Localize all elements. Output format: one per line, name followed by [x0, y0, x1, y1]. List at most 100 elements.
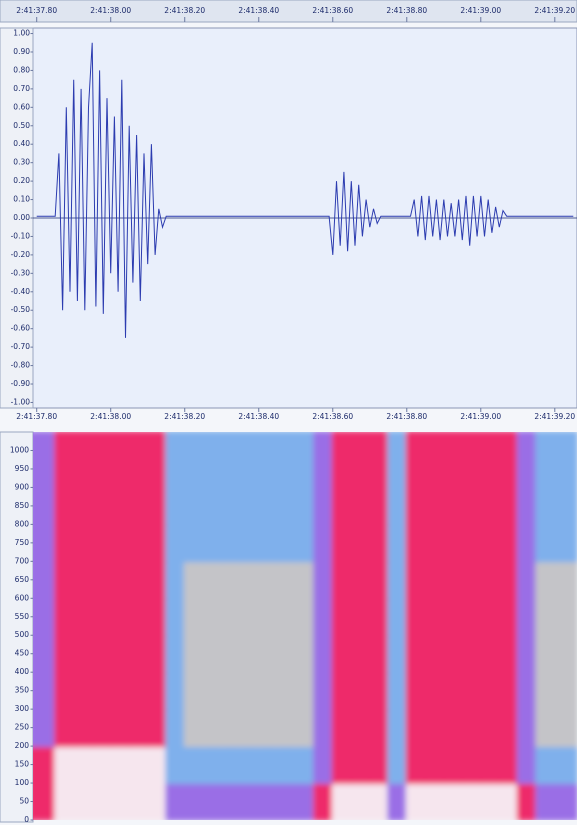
spectrogram-cell	[202, 745, 223, 785]
spectrogram-cell	[91, 486, 112, 526]
spectrogram-cell	[553, 708, 577, 748]
spectrogram-cell	[553, 449, 577, 489]
spectrogram-cell	[387, 745, 408, 785]
spectrogram-cell	[239, 745, 260, 785]
spectrogram-cell	[461, 671, 482, 711]
x-tick-label: 2:41:39.00	[460, 412, 501, 421]
spectrogram-cell	[498, 708, 519, 748]
x-tick-label: 2:41:38.60	[312, 412, 353, 421]
spectrogram-cell	[276, 745, 297, 785]
spectrogram-cell	[54, 634, 75, 674]
spectrogram-cell	[202, 597, 223, 637]
y-tick-label: -0.60	[11, 324, 31, 333]
spectrogram-cell	[350, 486, 371, 526]
y-tick-label: 1000	[10, 445, 29, 454]
spectrogram-cell	[387, 560, 408, 600]
spectrogram-cell	[72, 449, 94, 489]
y-tick-label: 950	[15, 464, 30, 473]
spectrogram-cell	[257, 486, 279, 526]
spectrogram-cell	[33, 523, 57, 563]
spectrogram-cell	[424, 782, 445, 820]
spectrogram-cell	[553, 432, 577, 452]
spectrogram-cell	[442, 432, 464, 452]
spectrogram-cell	[387, 782, 408, 820]
spectrogram-cell	[183, 486, 205, 526]
spectrogram-cell	[54, 523, 75, 563]
spectrogram-cell	[387, 634, 408, 674]
spectrogram-cell	[405, 745, 427, 785]
spectrogram-cell	[33, 449, 57, 489]
spectrogram-cell	[294, 432, 316, 452]
spectrogram-cell	[368, 671, 390, 711]
spectrogram-cell	[128, 745, 149, 785]
spectrogram-cell	[128, 597, 149, 637]
y-tick-label: 700	[15, 556, 30, 565]
spectrogram-cell	[313, 449, 334, 489]
spectrogram-cell	[387, 432, 408, 452]
spectrogram-cell	[202, 523, 223, 563]
y-tick-label: 250	[15, 723, 30, 732]
spectrogram-cell	[220, 671, 242, 711]
y-tick-label: 300	[15, 704, 30, 713]
spectrogram-cell	[239, 486, 260, 526]
y-tick-label: 0.30	[13, 158, 30, 167]
spectrogram-cell	[535, 523, 556, 563]
spectrogram-cell	[276, 782, 297, 820]
spectrogram-cell	[294, 486, 316, 526]
spectrogram-cell	[331, 449, 353, 489]
spectrogram-cell	[91, 449, 112, 489]
spectrogram-cells	[33, 432, 577, 820]
spectrogram-cell	[33, 597, 57, 637]
y-tick-label: 0.00	[13, 213, 30, 222]
spectrogram-cell	[183, 745, 205, 785]
y-tick-label: 850	[15, 501, 30, 510]
spectrogram-cell	[553, 523, 577, 563]
spectrogram-cell	[128, 486, 149, 526]
spectrogram-cell	[424, 634, 445, 674]
spectrogram-cell	[257, 634, 279, 674]
spectrogram-cell	[424, 523, 445, 563]
spectrogram-cell	[368, 432, 390, 452]
spectrogram-cell	[294, 449, 316, 489]
spectrogram-cell	[479, 708, 501, 748]
spectrogram-cell	[294, 708, 316, 748]
spectrogram-cell	[313, 560, 334, 600]
spectrogram-cell	[461, 486, 482, 526]
spectrogram-cell	[276, 432, 297, 452]
spectrogram-cell	[54, 486, 75, 526]
spectrogram-cell	[72, 671, 94, 711]
spectrogram-cell	[498, 523, 519, 563]
spectrogram-cell	[91, 708, 112, 748]
spectrogram-cell	[313, 597, 334, 637]
spectrogram-cell	[33, 782, 57, 820]
spectrogram-cell	[257, 782, 279, 820]
spectrogram-cell	[91, 597, 112, 637]
spectrogram-cell	[442, 523, 464, 563]
spectrogram-cell	[109, 745, 131, 785]
spectrogram-cell	[516, 523, 538, 563]
y-tick-label: 0.20	[13, 176, 30, 185]
y-tick-label: 0	[24, 815, 29, 824]
spectrogram-cell	[220, 560, 242, 600]
y-tick-label: 50	[19, 797, 29, 806]
spectrogram-cell	[128, 560, 149, 600]
y-tick-label: 650	[15, 575, 30, 584]
spectrogram-cell	[109, 634, 131, 674]
x-tick-label: 2:41:38.20	[164, 412, 205, 421]
spectrogram-cell	[553, 745, 577, 785]
spectrogram-cell	[405, 560, 427, 600]
spectrogram-cell	[220, 449, 242, 489]
spectrogram-cell	[54, 782, 75, 820]
spectrogram-cell	[405, 671, 427, 711]
spectrogram-cell	[479, 634, 501, 674]
spectrogram-cell	[202, 486, 223, 526]
spectrogram-cell	[220, 523, 242, 563]
y-tick-label: 0.60	[13, 102, 30, 111]
ruler-tick-label: 2:41:38.20	[164, 6, 205, 15]
spectrogram-cell	[257, 708, 279, 748]
spectrogram-cell	[350, 634, 371, 674]
spectrogram-cell	[331, 560, 353, 600]
spectrogram-cell	[294, 745, 316, 785]
spectrogram-cell	[516, 486, 538, 526]
spectrogram-cell	[220, 745, 242, 785]
